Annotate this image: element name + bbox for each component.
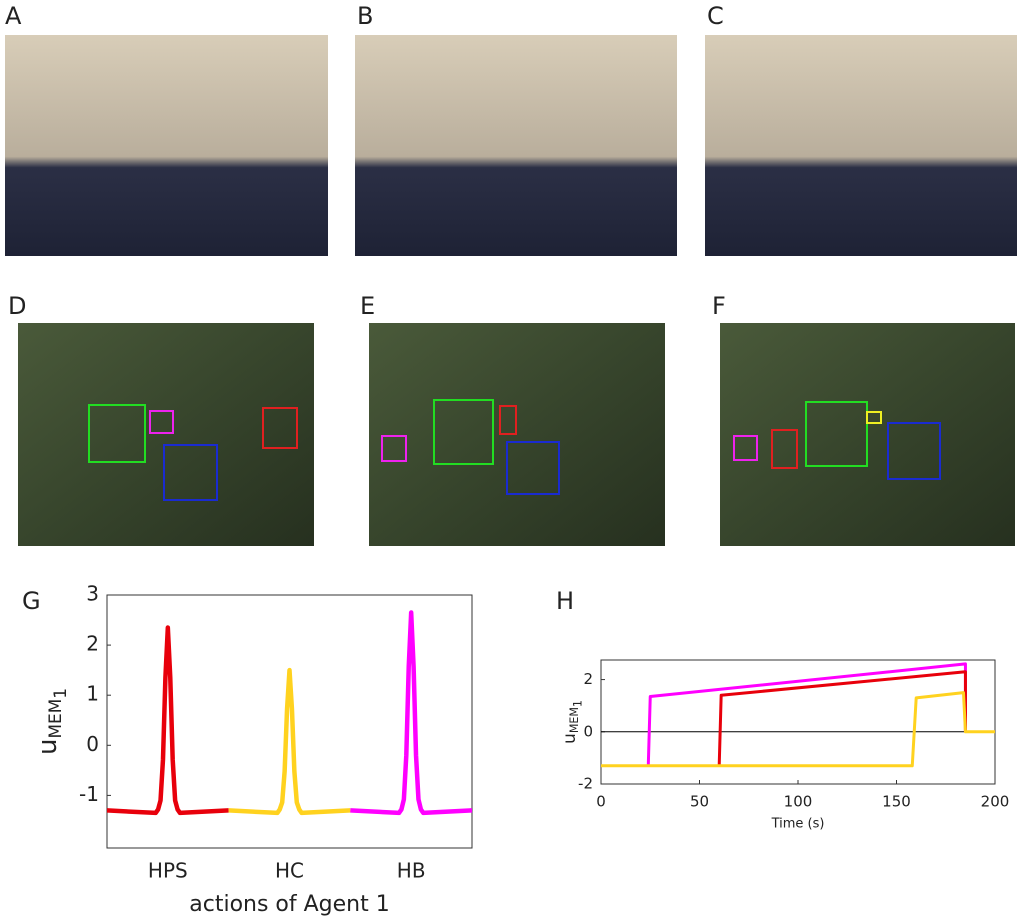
- y-tick-label: 1: [86, 682, 99, 706]
- series-line: [717, 670, 967, 766]
- series-line: [228, 667, 351, 816]
- photos: [5, 35, 1017, 546]
- panel-letter: G: [22, 587, 41, 615]
- y-tick-label: 0: [86, 732, 99, 756]
- panel-letter: D: [8, 292, 26, 320]
- x-tick-label: 150: [882, 793, 911, 811]
- panel-letter: F: [712, 292, 726, 320]
- x-axis-label: actions of Agent 1: [189, 892, 389, 917]
- y-tick-label: 0: [583, 722, 593, 740]
- y-axis-label: uMEM1: [33, 688, 71, 755]
- panel-letter: B: [357, 2, 373, 30]
- detection-boxes: [88, 399, 941, 501]
- y-axis-label: uMEM1: [560, 700, 585, 744]
- y-tick-label: -2: [578, 775, 593, 793]
- x-tick-label: 50: [690, 793, 709, 811]
- y-tick-label: 2: [86, 632, 99, 656]
- series-line: [106, 625, 229, 816]
- y-tick-label: -1: [79, 782, 99, 806]
- y-axis-label-part: MEM: [568, 707, 581, 733]
- photo-d: [18, 323, 314, 546]
- x-tick-label: 0: [596, 793, 606, 811]
- photo-c: [705, 35, 1017, 256]
- x-tick-label: HB: [397, 859, 426, 883]
- panel-letter: C: [707, 2, 724, 30]
- panel-letter: A: [5, 2, 22, 30]
- y-tick-label: 2: [583, 670, 593, 688]
- y-axis-label-part: u: [560, 733, 580, 744]
- x-tick-label: 200: [981, 793, 1010, 811]
- series-line: [350, 610, 473, 816]
- x-axis-label: Time (s): [771, 817, 825, 832]
- photo-a: [5, 35, 328, 256]
- x-tick-label: HPS: [148, 859, 188, 883]
- panel-letter: H: [556, 587, 574, 615]
- series-line: [601, 691, 995, 768]
- x-tick-label: 100: [784, 793, 813, 811]
- y-axis-label-part: u: [33, 739, 63, 755]
- y-axis-label-part: 1: [572, 700, 585, 707]
- y-axis-label-part: 1: [50, 688, 70, 699]
- x-tick-label: HC: [275, 859, 304, 883]
- panel-letter: E: [360, 292, 375, 320]
- y-tick-label: 3: [86, 582, 99, 606]
- y-axis-label-part: MEM: [45, 699, 65, 739]
- photo-b: [355, 35, 677, 256]
